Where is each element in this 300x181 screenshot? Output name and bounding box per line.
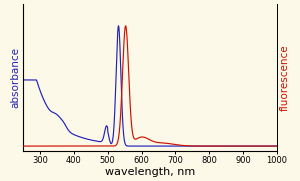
Y-axis label: fluorescence: fluorescence [280, 44, 290, 111]
Y-axis label: absorbance: absorbance [10, 47, 20, 108]
X-axis label: wavelength, nm: wavelength, nm [105, 167, 195, 177]
